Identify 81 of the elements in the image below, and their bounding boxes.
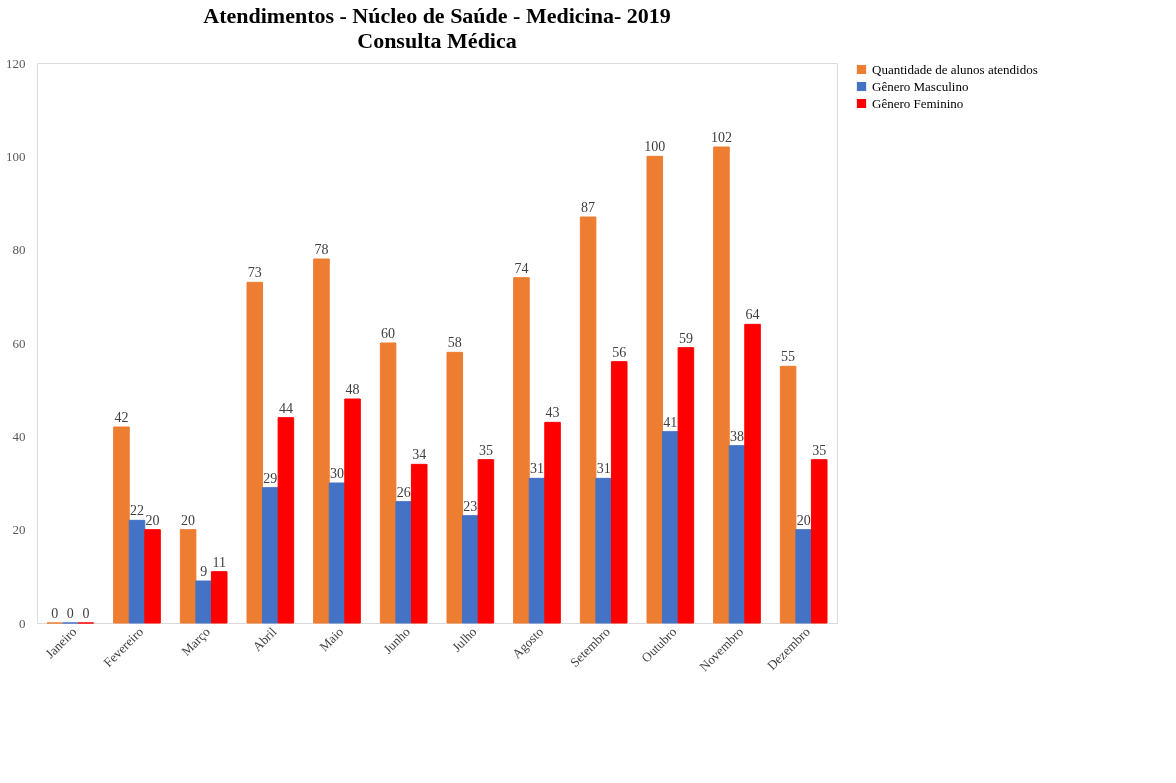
data-label: 74 bbox=[514, 260, 529, 276]
bar bbox=[713, 146, 730, 624]
data-label: 42 bbox=[114, 410, 129, 425]
bar bbox=[195, 580, 212, 624]
data-label: 59 bbox=[678, 330, 693, 346]
bar bbox=[113, 426, 130, 624]
data-label: 20 bbox=[796, 512, 811, 528]
data-label: 23 bbox=[463, 498, 478, 514]
data-label: 0 bbox=[66, 606, 74, 621]
bar bbox=[795, 529, 812, 624]
bar bbox=[328, 482, 346, 624]
bar bbox=[277, 417, 295, 624]
bar bbox=[646, 155, 664, 624]
bar bbox=[677, 347, 695, 624]
bar bbox=[128, 519, 146, 624]
data-label: 41 bbox=[663, 414, 678, 430]
y-tick-label: 80 bbox=[12, 242, 26, 258]
data-label: 35 bbox=[478, 442, 493, 458]
bar bbox=[662, 431, 679, 624]
bar bbox=[579, 216, 597, 624]
data-label: 9 bbox=[200, 564, 208, 579]
legend-label: Gênero Feminino bbox=[872, 95, 964, 111]
y-tick-label: 0 bbox=[19, 615, 26, 631]
bar bbox=[595, 477, 612, 624]
data-label: 38 bbox=[730, 428, 744, 444]
data-label: 22 bbox=[130, 503, 144, 519]
bar bbox=[744, 323, 761, 624]
data-label: 34 bbox=[412, 447, 427, 463]
bar bbox=[144, 529, 161, 624]
legend-label: Gênero Masculino bbox=[872, 78, 969, 94]
data-label: 30 bbox=[330, 466, 344, 481]
bar bbox=[513, 277, 530, 624]
data-label: 100 bbox=[644, 139, 666, 155]
data-label: 0 bbox=[51, 606, 59, 621]
bar bbox=[528, 477, 546, 624]
data-label: 87 bbox=[581, 200, 596, 215]
data-label: 44 bbox=[278, 400, 293, 416]
data-label: 55 bbox=[781, 349, 796, 365]
bar bbox=[446, 351, 464, 624]
bar bbox=[379, 342, 397, 624]
data-label: 0 bbox=[82, 606, 90, 621]
data-label: 20 bbox=[145, 512, 160, 528]
data-label: 43 bbox=[545, 405, 560, 421]
y-tick-label: 120 bbox=[6, 55, 26, 71]
bar bbox=[344, 398, 361, 624]
data-label: 20 bbox=[181, 512, 196, 528]
y-tick-label: 40 bbox=[12, 428, 26, 444]
legend-label: Quantidade de alunos atendidos bbox=[872, 61, 1038, 77]
data-label: 64 bbox=[745, 307, 760, 323]
y-tick-label: 100 bbox=[6, 148, 26, 164]
data-label: 60 bbox=[381, 326, 396, 341]
bar bbox=[313, 258, 330, 624]
data-label: 48 bbox=[345, 382, 360, 397]
data-label: 31 bbox=[530, 461, 544, 477]
bar bbox=[728, 445, 746, 624]
bar bbox=[779, 365, 797, 624]
y-tick-label: 60 bbox=[12, 335, 26, 351]
bar bbox=[179, 529, 197, 624]
bar bbox=[477, 459, 495, 624]
data-label: 102 bbox=[710, 130, 732, 145]
bar bbox=[395, 501, 412, 624]
bar bbox=[610, 361, 628, 624]
bar bbox=[410, 463, 428, 624]
data-label: 56 bbox=[612, 344, 627, 360]
data-label: 29 bbox=[263, 470, 278, 486]
chart-title: Atendimentos - Núcleo de Saúde - Medicina- 2019 bbox=[203, 3, 671, 28]
data-label: 73 bbox=[247, 265, 262, 281]
bar bbox=[810, 459, 828, 624]
bar bbox=[246, 281, 264, 624]
bar bbox=[262, 487, 279, 624]
bar bbox=[210, 571, 228, 624]
data-label: 78 bbox=[314, 242, 329, 257]
data-label: 11 bbox=[212, 554, 226, 570]
data-label: 26 bbox=[396, 484, 411, 500]
data-label: 58 bbox=[447, 335, 462, 351]
data-label: 35 bbox=[812, 442, 827, 458]
bar bbox=[544, 421, 561, 624]
y-tick-label: 20 bbox=[12, 522, 26, 538]
chart-subtitle: Consulta Médica bbox=[357, 28, 517, 53]
data-label: 31 bbox=[596, 461, 611, 477]
bar bbox=[462, 515, 479, 624]
